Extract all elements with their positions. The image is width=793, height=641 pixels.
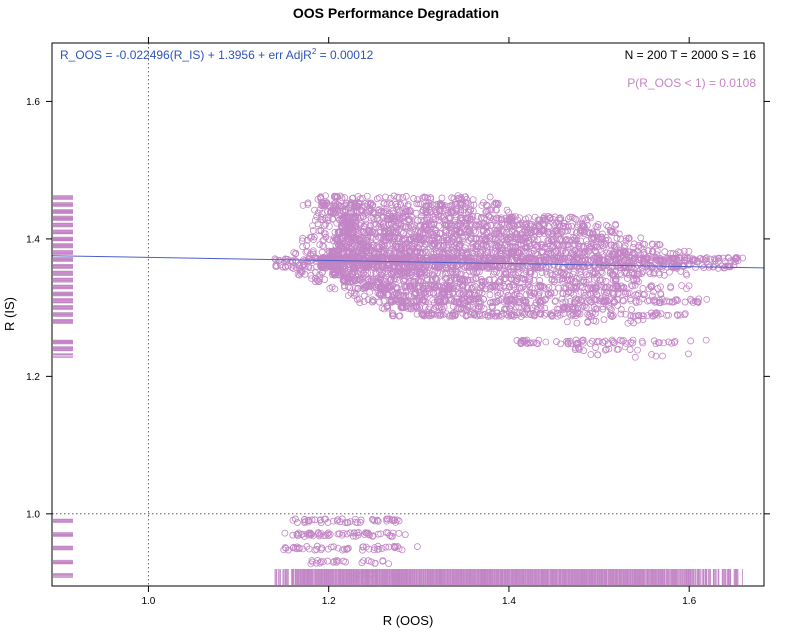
data-point <box>668 284 674 290</box>
data-point <box>376 195 382 201</box>
data-point <box>501 283 507 289</box>
data-point <box>403 193 409 199</box>
data-point <box>668 285 674 291</box>
data-point <box>662 249 668 255</box>
data-point <box>603 278 609 284</box>
data-point <box>367 289 373 295</box>
data-point <box>487 194 493 200</box>
data-point <box>693 264 699 270</box>
data-point <box>376 299 382 305</box>
data-point <box>681 248 687 254</box>
data-point <box>439 195 445 201</box>
data-point <box>682 299 688 305</box>
data-point <box>628 307 634 313</box>
data-point <box>300 244 306 250</box>
data-points <box>272 193 746 581</box>
data-point <box>291 250 297 256</box>
data-point <box>638 235 644 241</box>
data-point <box>651 289 657 295</box>
data-point <box>487 292 493 298</box>
chart-title: OOS Performance Degradation <box>293 5 499 21</box>
data-point <box>704 296 710 302</box>
data-point <box>640 285 646 291</box>
data-point <box>422 304 428 310</box>
